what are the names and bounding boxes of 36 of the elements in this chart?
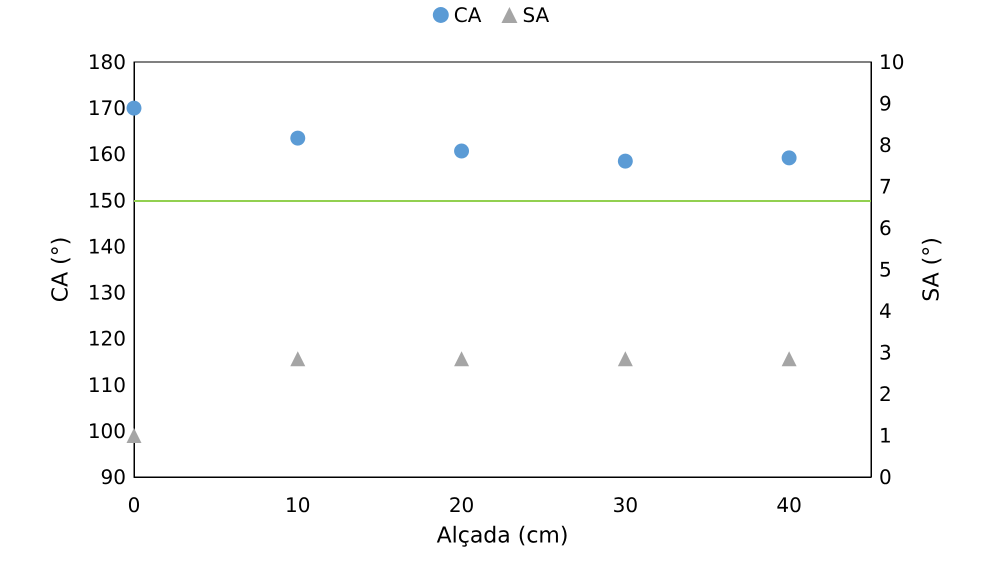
point (454, 144, 470, 158)
y2-tick-label: 4 (879, 299, 892, 323)
y2-tick-label: 8 (879, 133, 892, 157)
point (618, 154, 633, 169)
y2-tick-label: 1 (879, 424, 892, 448)
x-tick-label: 30 (612, 493, 638, 517)
y-axis-title: CA (°) (48, 236, 74, 302)
y-tick-label: 100 (88, 418, 126, 443)
legend-label: CA (454, 3, 482, 27)
y-tick-label: 130 (88, 280, 126, 305)
y2-tick-label: 7 (879, 174, 892, 198)
y-tick-label: 180 (88, 50, 126, 74)
y2-tick-label: 9 (879, 92, 892, 116)
x-tick-label: 20 (448, 493, 474, 517)
y-tick-label: 160 (88, 142, 126, 166)
x-axis-title: Alçada (cm) (436, 524, 568, 548)
y2-axis-title: SA (°) (920, 237, 944, 302)
x-tick-label: 40 (776, 493, 802, 517)
legend-label: SA (522, 3, 550, 27)
y2-tick-label: 2 (879, 382, 892, 406)
point (126, 100, 142, 116)
y2-tick-label: 10 (879, 50, 904, 74)
y2-tick-label: 3 (879, 340, 892, 364)
y-tick-label: 90 (100, 465, 126, 489)
y2-tick-label: 0 (879, 465, 892, 489)
y-tick-label: 120 (88, 326, 126, 351)
y2-tick-label: 6 (879, 216, 892, 240)
y2-tick-label: 5 (879, 258, 892, 282)
y-tick-label: 170 (88, 96, 126, 120)
point (782, 150, 797, 166)
y-tick-label: 110 (88, 372, 126, 397)
x-tick-label: 0 (128, 493, 140, 517)
y-tick-label: 140 (88, 234, 126, 258)
point (290, 130, 306, 146)
x-tick-label: 10 (285, 493, 311, 517)
y-tick-label: 150 (88, 188, 126, 212)
